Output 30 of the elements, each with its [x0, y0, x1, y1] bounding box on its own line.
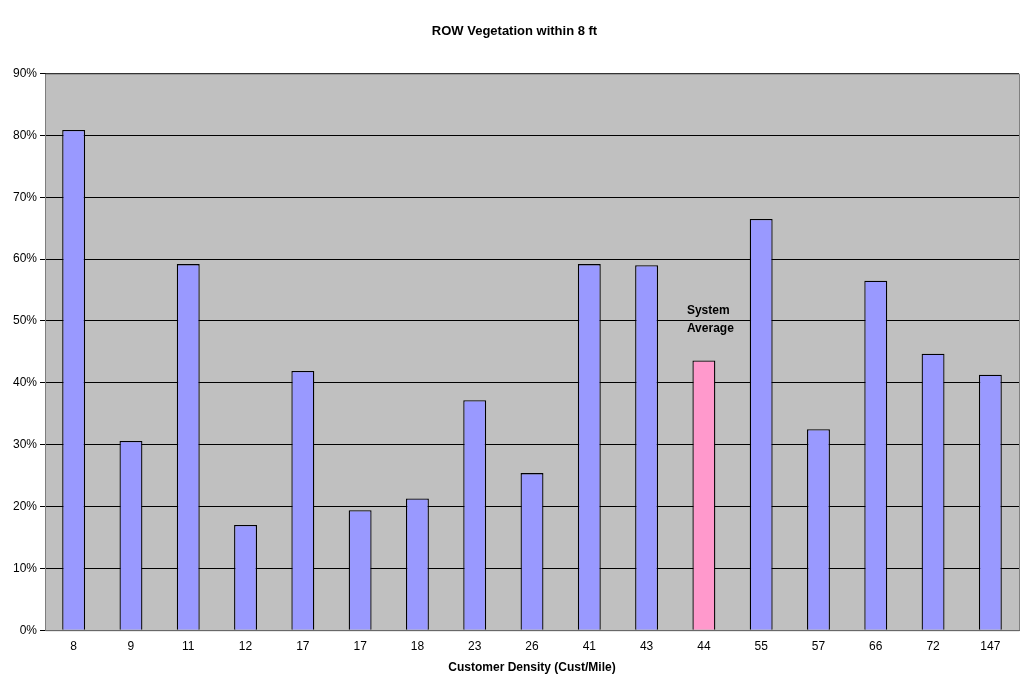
x-tick-label: 23	[468, 638, 482, 653]
x-tick-label: 17	[353, 638, 368, 653]
x-tick-label: 9	[127, 638, 135, 653]
x-tick-label: 55	[754, 638, 769, 653]
x-axis-title: Customer Density (Cust/Mile)	[448, 660, 616, 675]
x-tick-label: 12	[238, 638, 253, 653]
x-tick-label: 57	[811, 638, 826, 653]
y-tick-label: 50%	[12, 313, 38, 328]
x-tick-label: 43	[639, 638, 654, 653]
x-tick-label: 26	[525, 638, 539, 653]
y-tick-label: 70%	[12, 189, 38, 204]
x-tick-label: 72	[926, 638, 941, 653]
annotation: System Average	[686, 302, 735, 335]
x-tick-label: 17	[296, 638, 310, 653]
y-tick-label: 20%	[12, 498, 38, 513]
y-tick-label: 60%	[12, 251, 38, 266]
y-tick-label: 80%	[12, 127, 38, 142]
chart-title: ROW Vegetation within 8 ft	[431, 23, 598, 39]
x-tick-label: 11	[182, 638, 195, 653]
x-tick-label: 66	[869, 638, 883, 653]
y-tick-label: 30%	[12, 436, 38, 451]
y-tick-label: 0%	[19, 622, 38, 637]
x-tick-label: 8	[70, 638, 78, 653]
y-tick-label: 40%	[12, 375, 38, 390]
x-tick-label: 18	[410, 638, 425, 653]
x-tick-label: 41	[582, 638, 597, 653]
x-tick-label: 147	[980, 638, 1001, 653]
y-tick-label: 90%	[12, 65, 38, 80]
x-tick-label: 44	[697, 638, 711, 653]
y-tick-label: 10%	[12, 560, 38, 575]
